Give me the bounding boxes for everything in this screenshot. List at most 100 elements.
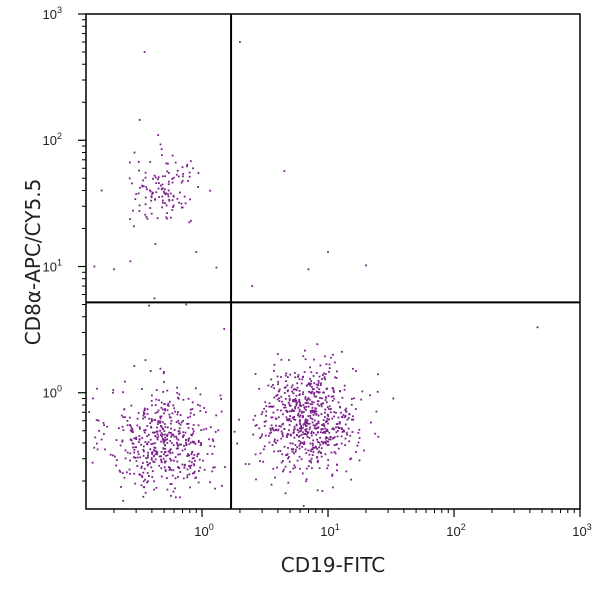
data-point: [288, 395, 291, 397]
data-point: [154, 442, 156, 445]
data-point: [169, 400, 171, 403]
data-point: [255, 424, 258, 426]
data-point: [273, 438, 276, 441]
data-point: [191, 457, 194, 460]
data-point: [349, 434, 352, 437]
data-point: [254, 453, 257, 456]
data-point: [292, 388, 295, 391]
data-point: [167, 162, 169, 165]
data-point: [191, 428, 194, 430]
data-point: [189, 160, 192, 162]
data-point: [302, 431, 304, 434]
plot-frame: [85, 13, 581, 510]
data-point: [337, 447, 340, 450]
data-point: [164, 408, 166, 410]
data-point: [197, 172, 200, 174]
data-point: [335, 411, 337, 414]
data-point: [307, 390, 310, 393]
data-point: [283, 170, 286, 172]
data-point: [96, 442, 98, 445]
quadrant-gates: [86, 14, 580, 509]
data-point: [167, 402, 170, 405]
data-point: [176, 392, 179, 394]
data-point: [318, 375, 321, 378]
data-point: [332, 486, 334, 489]
data-point: [181, 166, 184, 169]
data-point: [327, 422, 329, 425]
data-point: [156, 437, 159, 439]
data-point: [91, 461, 94, 464]
data-point: [129, 429, 132, 432]
data-point: [270, 416, 273, 419]
data-point: [272, 411, 275, 414]
y-tick-exponent: 0: [57, 384, 62, 394]
data-point: [307, 431, 310, 434]
data-point: [112, 391, 114, 394]
data-point: [255, 478, 257, 481]
data-point: [175, 173, 178, 176]
data-point: [322, 442, 324, 445]
data-point: [286, 432, 289, 435]
data-point: [363, 449, 365, 452]
data-point: [146, 408, 149, 410]
data-point: [171, 412, 174, 415]
data-point: [317, 384, 319, 386]
data-point: [205, 411, 207, 414]
data-point: [329, 411, 332, 414]
data-point: [301, 378, 304, 381]
data-point: [150, 418, 153, 420]
data-point: [161, 154, 163, 156]
data-point: [135, 438, 137, 440]
data-point: [136, 465, 139, 467]
data-point: [166, 170, 169, 173]
data-point: [169, 452, 172, 455]
data-point: [307, 402, 310, 404]
data-point: [335, 423, 338, 426]
data-point: [239, 41, 241, 43]
data-point: [316, 461, 319, 464]
data-point: [138, 169, 140, 172]
data-point: [320, 413, 323, 415]
data-point: [167, 172, 170, 174]
data-point: [308, 436, 311, 439]
data-point: [305, 452, 308, 454]
data-point: [189, 412, 192, 415]
data-point: [197, 424, 200, 427]
data-point: [287, 457, 289, 460]
data-point: [262, 448, 265, 451]
data-point: [298, 444, 301, 447]
data-point: [318, 467, 321, 470]
data-point: [155, 450, 158, 453]
data-point: [286, 436, 288, 438]
x-tick-label: 102: [446, 522, 465, 539]
data-point: [311, 390, 314, 393]
data-point: [157, 187, 160, 190]
data-point: [309, 426, 311, 429]
data-point: [351, 418, 353, 421]
data-point: [314, 425, 316, 427]
data-point: [293, 436, 296, 439]
data-point: [326, 413, 329, 416]
data-point: [162, 447, 165, 450]
data-point: [197, 481, 200, 484]
data-point: [203, 407, 206, 409]
data-point: [146, 461, 148, 463]
data-point: [160, 455, 162, 458]
data-point: [166, 438, 169, 441]
data-point: [124, 380, 126, 383]
data-point: [280, 376, 282, 378]
data-point: [115, 464, 118, 467]
data-point: [144, 213, 147, 216]
data-point: [188, 443, 191, 445]
data-point: [282, 413, 284, 416]
data-point: [182, 431, 185, 434]
data-point: [170, 419, 173, 422]
data-point: [188, 473, 191, 476]
data-point: [137, 453, 140, 456]
data-point: [170, 435, 173, 438]
data-point: [323, 431, 326, 433]
data-point: [335, 377, 338, 379]
data-point: [238, 418, 240, 421]
data-point: [135, 436, 138, 439]
